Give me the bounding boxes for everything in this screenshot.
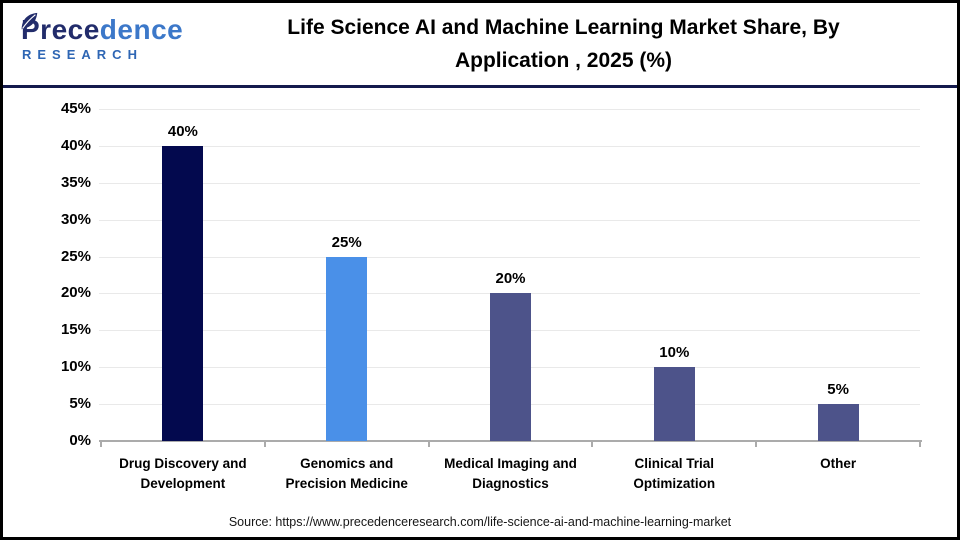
page-title: Life Science AI and Machine Learning Mar… <box>287 16 840 72</box>
x-axis-label: Medical Imaging and Diagnostics <box>444 456 577 491</box>
brand-name: Precedence <box>19 12 194 47</box>
y-axis-label: 0% <box>69 432 91 449</box>
bar <box>326 256 368 441</box>
bar <box>490 293 531 441</box>
y-axis-label: 45% <box>60 100 91 117</box>
bar-value-label: 20% <box>495 270 526 288</box>
x-axis-label: Genomics and Precision Medicine <box>285 456 408 491</box>
y-axis-label: 35% <box>60 173 91 191</box>
header: Precedence RESEARCH Life Science AI and … <box>3 3 957 88</box>
x-axis-label: Clinical Trial Optimization <box>633 456 716 491</box>
brand-subtitle: RESEARCH <box>22 47 143 62</box>
bar-value-label: 10% <box>659 344 690 362</box>
gridline <box>99 219 920 221</box>
bar <box>653 367 695 441</box>
y-axis-label: 30% <box>60 210 91 228</box>
x-axis-label: Other <box>820 456 857 471</box>
y-axis-label: 25% <box>60 247 91 265</box>
y-axis-label: 40% <box>60 136 91 154</box>
gridline <box>99 109 920 110</box>
y-axis-label: 5% <box>69 395 91 413</box>
leaf-icon <box>18 7 40 30</box>
gridline <box>99 145 920 147</box>
bar <box>162 145 204 441</box>
source-note: Source: https://www.precedenceresearch.c… <box>228 515 732 529</box>
x-axis-tick <box>427 441 430 447</box>
brand-part-light: dence <box>99 14 184 45</box>
gridline <box>99 256 920 258</box>
x-axis-tick <box>263 441 266 447</box>
x-axis-line <box>99 440 922 442</box>
brand-logo: Precedence RESEARCH <box>19 12 194 63</box>
x-axis-tick <box>755 441 758 447</box>
chart-area: 0% 5% 10% 15% 20% 25% 30% 35% 40% 45% 40% Drug Disc… <box>3 88 957 508</box>
x-axis-tick <box>100 441 102 447</box>
bar-value-label: 25% <box>331 233 362 251</box>
title-container: Life Science AI and Machine Learning Mar… <box>198 3 929 85</box>
x-axis-tick <box>591 441 594 447</box>
x-axis-label: Drug Discovery and Development <box>119 456 247 491</box>
gridline <box>99 182 920 184</box>
bar <box>817 404 859 441</box>
y-axis-label: 20% <box>60 284 91 302</box>
bar-value-label: 40% <box>167 122 198 140</box>
bar-value-label: 5% <box>827 381 849 399</box>
y-axis-label: 10% <box>60 358 91 376</box>
x-axis-tick <box>919 441 921 447</box>
y-axis-label: 15% <box>60 321 91 339</box>
